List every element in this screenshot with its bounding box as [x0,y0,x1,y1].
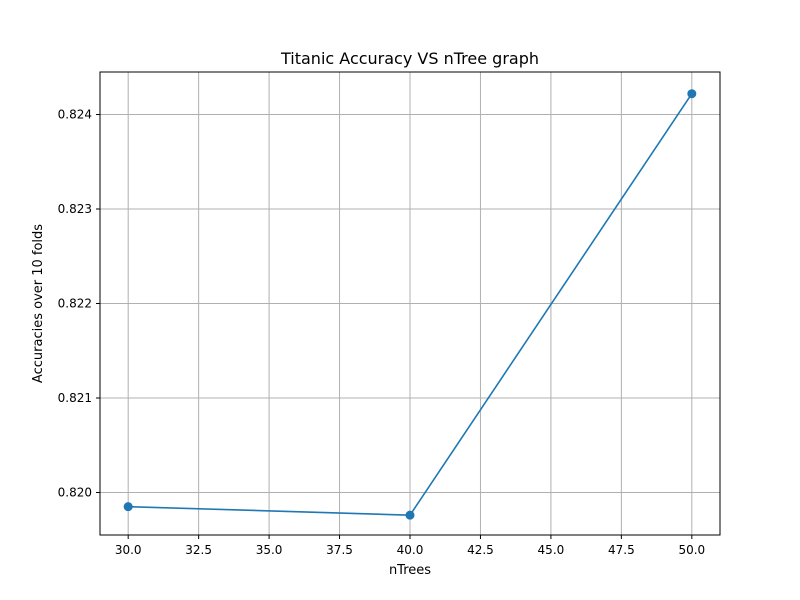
x-tick-label: 40.0 [397,543,424,557]
y-tick-label: 0.821 [58,391,92,405]
chart-title: Titanic Accuracy VS nTree graph [280,49,539,68]
y-tick-label: 0.820 [58,485,92,499]
series-layer [123,89,697,520]
x-axis-label: nTrees [389,563,431,578]
y-tick-label: 0.822 [58,297,92,311]
x-tick-label: 47.5 [608,543,635,557]
data-point [687,89,697,99]
x-tick-label: 32.5 [185,543,212,557]
x-tick-label: 45.0 [538,543,565,557]
grid [100,72,720,535]
y-tick-label: 0.823 [58,202,92,216]
x-tick-label: 37.5 [326,543,353,557]
data-point [123,502,133,512]
y-axis-label: Accuracies over 10 folds [31,224,46,383]
x-tick-label: 42.5 [467,543,494,557]
axis-ticks: 30.0 32.5 35.0 37.5 40.0 42.5 45.0 47.5 50.0 0.82… [58,108,706,557]
x-tick-label: 50.0 [678,543,705,557]
y-tick-label: 0.824 [58,108,92,122]
x-tick-label: 30.0 [115,543,142,557]
x-tick-label: 35.0 [256,543,283,557]
data-point [405,510,415,520]
